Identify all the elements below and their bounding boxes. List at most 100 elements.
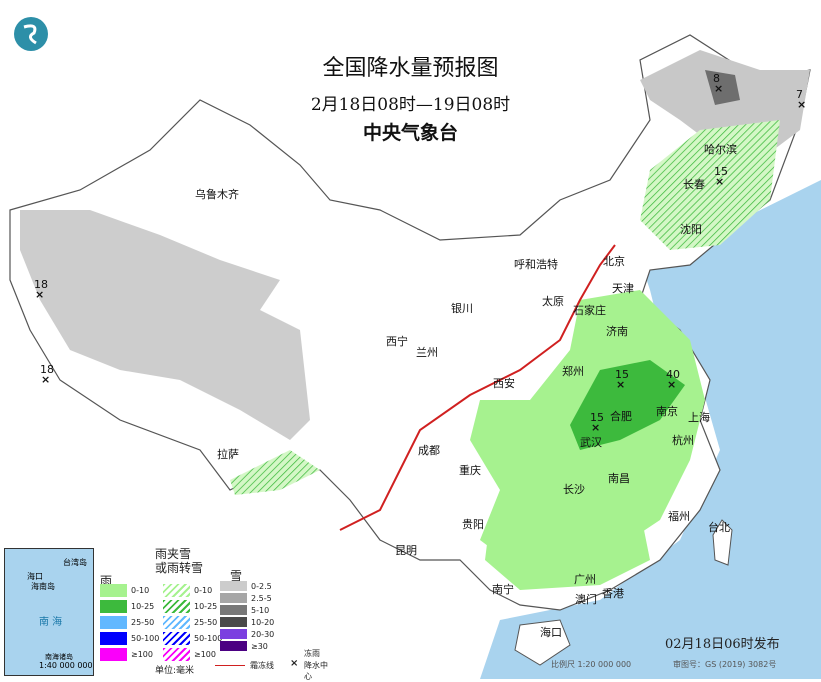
- legend-freezing-rain: 冻雨: [304, 649, 320, 658]
- legend-label: 50-100: [194, 634, 223, 643]
- time-range: 2月18日08时—19日08时: [310, 95, 511, 115]
- city-label: 福州: [668, 510, 690, 523]
- legend-freezing-line: 霜冻线: [250, 661, 274, 670]
- legend-swatch: [100, 616, 127, 629]
- precip-center-value: 8: [713, 72, 720, 85]
- legend-swatch: [100, 600, 127, 613]
- legend-label: 25-50: [131, 618, 155, 627]
- precip-center-value: 40: [666, 368, 680, 381]
- legend-label: 50-100: [131, 634, 160, 643]
- taiwan: [712, 519, 733, 566]
- city-label: 北京: [603, 255, 625, 268]
- inset-label: 海南岛: [31, 582, 55, 591]
- inset-label: 台湾岛: [63, 558, 87, 567]
- map-title: 全国降水量预报图: [322, 56, 499, 81]
- legend-label: 10-25: [131, 602, 155, 611]
- precip-center-cross-icon: ×: [797, 98, 807, 111]
- city-label: 南京: [656, 405, 678, 418]
- city-label: 南昌: [608, 472, 630, 485]
- legend-swatch: [163, 648, 190, 661]
- city-label: 昆明: [395, 544, 417, 557]
- legend-label: 10-20: [251, 618, 275, 627]
- precip-center-value: 18: [34, 278, 48, 291]
- precip-center-cross-icon: ×: [616, 378, 626, 391]
- legend-label: 2.5-5: [251, 594, 272, 603]
- city-label: 银川: [451, 302, 473, 315]
- precip-center-value: 15: [714, 165, 728, 178]
- city-label: 长春: [683, 178, 705, 191]
- precip-center-value: 15: [590, 411, 604, 424]
- legend-swatch: [163, 632, 190, 645]
- east-sea: [480, 180, 821, 679]
- hainan: [514, 619, 571, 666]
- city-label: 成都: [418, 444, 440, 457]
- legend-label: ≥100: [194, 650, 216, 659]
- legend-label: 0-10: [194, 586, 213, 595]
- cma-logo: [14, 17, 48, 51]
- legend-label: 20-30: [251, 630, 275, 639]
- legend-label: ≥100: [131, 650, 153, 659]
- precip-center-cross-icon: ×: [35, 288, 45, 301]
- precip-center-cross-icon: ×: [667, 378, 677, 391]
- legend-unit: 单位:毫米: [155, 666, 195, 676]
- mixed-northeast: [640, 120, 780, 250]
- city-label: 郑州: [562, 365, 584, 378]
- legend-mixed-title: 雨夹雪 或雨转雪: [155, 547, 204, 575]
- legend-label: 0-10: [131, 586, 150, 595]
- legend-swatch: [220, 629, 247, 639]
- city-label: 西安: [493, 377, 515, 390]
- city-label: 杭州: [672, 434, 694, 447]
- city-label: 合肥: [610, 410, 632, 423]
- city-label: 武汉: [580, 436, 602, 449]
- city-label: 济南: [606, 325, 628, 338]
- precip-center-value: 15: [615, 368, 629, 381]
- city-label: 哈尔滨: [704, 143, 737, 156]
- legend-swatch: [220, 581, 247, 591]
- legend-label: ≥30: [251, 642, 268, 651]
- city-label: 拉萨: [217, 448, 239, 461]
- mixed-tibet: [230, 450, 320, 495]
- city-label: 澳门: [575, 593, 597, 606]
- legend-swatch: [100, 632, 127, 645]
- precip-center-cross-icon: ×: [715, 175, 725, 188]
- precip-center-cross-icon: ×: [714, 82, 724, 95]
- city-label: 沈阳: [680, 223, 702, 236]
- inset-label: 南海诸岛: [45, 653, 73, 661]
- legend-swatch: [163, 584, 190, 597]
- city-label: 兰州: [416, 346, 438, 359]
- legend-swatch: [100, 584, 127, 597]
- legend-label: 25-50: [194, 618, 218, 627]
- map-approval-number: 审图号：GS (2019) 3082号: [673, 660, 777, 669]
- city-label: 上海: [688, 411, 710, 424]
- legend-precip-center: 降水中心: [304, 661, 328, 681]
- precip-center-value: 18: [40, 363, 54, 376]
- city-label: 石家庄: [573, 304, 606, 317]
- legend-swatch: [100, 648, 127, 661]
- inset-label: 南 海: [39, 617, 63, 628]
- city-label: 长沙: [563, 483, 585, 496]
- inset-scale: 1:40 000 000: [39, 661, 93, 670]
- city-label: 乌鲁木齐: [195, 188, 239, 201]
- issuer: 中央气象台: [362, 122, 458, 144]
- legend-label: 0-2.5: [251, 582, 272, 591]
- city-label: 太原: [542, 295, 564, 308]
- city-label: 呼和浩特: [514, 258, 558, 271]
- legend-swatch: [163, 600, 190, 613]
- city-label: 香港: [602, 587, 624, 600]
- freezing-line-icon: [215, 665, 245, 666]
- legend-swatch: [220, 641, 247, 651]
- city-label: 西宁: [386, 335, 408, 348]
- publish-time: 02月18日06时发布: [665, 637, 780, 652]
- rain-moderate-east: [570, 360, 685, 450]
- legend-label: 10-25: [194, 602, 218, 611]
- city-label: 天津: [612, 282, 634, 295]
- legend-swatch: [163, 616, 190, 629]
- rain-south: [485, 510, 650, 590]
- inset-label: 海口: [27, 572, 43, 581]
- city-label: 重庆: [459, 464, 481, 477]
- precip-center-cross-icon: ×: [41, 373, 51, 386]
- legend: 雨 雨夹雪 或雨转雪 雪 单位:毫米 冻雨 霜冻线 降水中心 × 0-10 10-…: [95, 545, 330, 681]
- city-label: 海口: [540, 626, 562, 639]
- city-label: 南宁: [492, 583, 514, 596]
